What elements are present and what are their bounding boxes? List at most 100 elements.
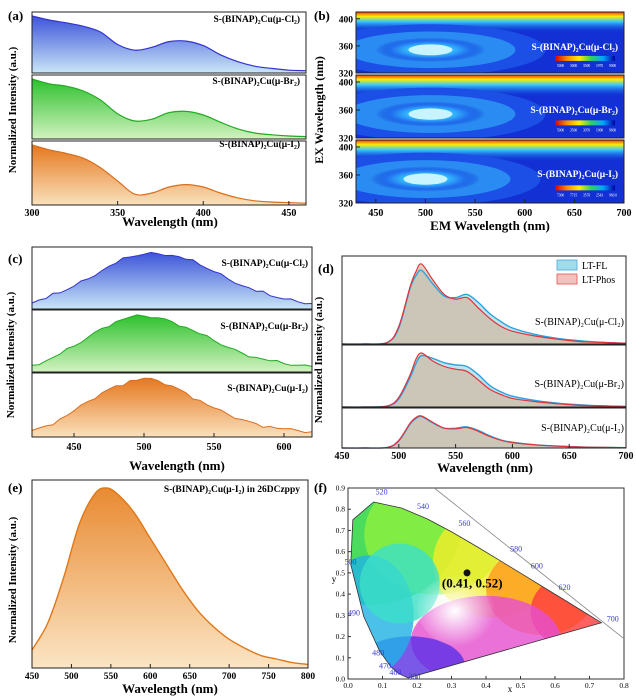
panel-b-colorbar-label-0-4: 9000 — [609, 64, 616, 68]
panel-e-ticklabel-500: 500 — [64, 672, 79, 682]
panel-f-locus-label-700: 700 — [607, 615, 619, 624]
panel-a-area-2 — [32, 145, 306, 205]
panel-b-legend-cl: S-(BINAP)₂Cu(μ-Cl₂) — [531, 42, 618, 53]
panel-f-locus-label-600: 600 — [531, 562, 543, 571]
panel-d-ticklabel-650: 650 — [562, 451, 577, 462]
panel-a-box-1 — [31, 74, 307, 140]
panel-a-ticklabel-450: 450 — [281, 208, 296, 219]
panel-c-box-1 — [31, 309, 313, 373]
panel-c-ticklabel-450: 450 — [67, 442, 82, 453]
panel-d-box-1 — [341, 344, 627, 408]
panel-f-spectral-locus — [350, 501, 603, 679]
panel-f-white-point-glow — [416, 566, 507, 647]
panel-f-yticklabel-9: 0.9 — [336, 484, 346, 493]
panel-b-yticklabel-2-320: 320 — [339, 200, 354, 210]
panel-b-box-2 — [355, 139, 625, 204]
panel-f-yticklabel-0: 0.0 — [336, 675, 346, 684]
panel-b-colorbar-label-1-0: 5000 — [557, 128, 564, 132]
panel-b-ylabel: EX Wavelength (nm) — [312, 56, 326, 164]
panel-a-area-0 — [32, 16, 306, 73]
panel-d-ticklabel-450: 450 — [335, 451, 350, 462]
panel-d-phos-line-1 — [341, 352, 627, 408]
panel-b-maps — [355, 11, 625, 204]
panel-b-xticklabel-450: 450 — [368, 208, 383, 219]
panel-b-label: (b) — [314, 8, 330, 23]
panel-e-ticklabel-650: 650 — [183, 672, 198, 682]
panel-b-yticklabel-1-360: 360 — [339, 107, 354, 117]
legend-lt-fl: LT-FL — [582, 261, 607, 272]
panel-d-legend-cl: S-(BINAP)₂Cu(μ-Cl₂) — [535, 317, 624, 328]
panel-b-yticklabel-0-320: 320 — [339, 70, 354, 80]
panel-f-yticklabel-2: 0.2 — [336, 632, 346, 641]
panel-f-yticklabel-7: 0.7 — [336, 526, 346, 535]
panel-b-colorbar-1 — [555, 120, 615, 126]
panel-b-xticklabel-600: 600 — [517, 208, 532, 219]
panel-a: (a) S-(BINAP)₂Cu(μ-Cl₂) S-(BINAP)₂Cu(μ-B… — [7, 8, 307, 229]
panel-b-peak-1 — [408, 108, 453, 120]
panel-f-locus-label-470: 470 — [379, 661, 391, 670]
panel-f-diagonal-line — [434, 487, 625, 639]
panel-e-area — [32, 487, 308, 668]
panel-f-ylabel: y — [332, 574, 337, 584]
panel-b-xlabel: EM Wavelength (nm) — [430, 218, 550, 233]
panel-f-xticklabel-8: 0.8 — [619, 681, 629, 690]
panel-b-peak-2 — [403, 173, 448, 185]
panel-a-ticklabel-400: 400 — [196, 208, 211, 219]
panel-f-locus-label-620: 620 — [558, 583, 570, 592]
panel-a-area-1 — [32, 79, 306, 139]
panel-e-ticklabel-450: 450 — [25, 672, 40, 682]
panel-d-phos-line-2 — [341, 415, 627, 449]
panel-d-legend: LT-FL LT-Phos — [556, 259, 615, 286]
panel-b-colorbars: 5000 3000 3500 1970 9000 5000 3500 3970 1900 9600… — [555, 55, 617, 197]
panel-b-colorbar-2 — [555, 185, 615, 191]
panel-f-yticklabel-3: 0.3 — [336, 611, 346, 620]
panel-b-yticklabel-0-360: 360 — [339, 42, 354, 52]
panel-b-colorbar-label-0-0: 5000 — [557, 64, 564, 68]
panel-c-line-1 — [31, 314, 313, 367]
panel-c-area-1 — [32, 314, 312, 372]
panel-b-colorbar-label-2-1: 7715 — [570, 193, 577, 197]
panel-b-xticklabel-500: 500 — [418, 208, 433, 219]
panel-d-legend-i: S-(BINAP)₂Cu(μ-I₂) — [541, 423, 624, 434]
panel-d-phos-area-0 — [342, 263, 626, 345]
panel-d-traces — [341, 255, 627, 449]
panel-f-yticklabel-6: 0.6 — [336, 547, 346, 556]
panel-f-xlabel: x — [508, 684, 513, 694]
panel-d-ticklabel-600: 600 — [505, 451, 520, 462]
panel-f-locus-label-580: 580 — [510, 545, 522, 554]
panel-b-colorbar-label-1-2: 3970 — [583, 128, 590, 132]
panel-b-colorbar-label-1-1: 3500 — [570, 128, 577, 132]
panel-b-colorbar-label-0-3: 1970 — [596, 64, 603, 68]
panel-b-yticklabel-1-320: 320 — [339, 135, 354, 145]
panel-f-point-label: (0.41, 0.52) — [442, 576, 503, 591]
panel-c-box-0 — [31, 246, 313, 310]
panel-e-box — [31, 479, 309, 669]
panel-f-yticklabel-5: 0.5 — [336, 568, 346, 577]
panel-f-xticklabel-6: 0.6 — [550, 681, 560, 690]
panel-f-locus-label-560: 560 — [458, 519, 470, 528]
panel-f-yticklabel-1: 0.1 — [336, 653, 346, 662]
panel-c-ticklabel-550: 550 — [207, 442, 222, 453]
panel-d-box-0 — [341, 255, 627, 345]
panel-b-box-1 — [355, 74, 625, 139]
panel-d-ticklabel-550: 550 — [448, 451, 463, 462]
panel-b-xticklabel-700: 700 — [617, 208, 632, 219]
panel-a-line-0 — [31, 15, 307, 72]
panel-c-ylabel: Normalized Intensity (a.u.) — [5, 291, 17, 418]
panel-c-legend-i: S-(BINAP)₂Cu(μ-I₂) — [227, 383, 308, 394]
panel-c-traces — [31, 251, 313, 437]
panel-f-xticklabel-7: 0.7 — [585, 681, 595, 690]
panel-b-map-0 — [356, 12, 624, 73]
legend-lt-phos: LT-Phos — [582, 275, 615, 286]
panel-b-yticklabel-0-400: 400 — [339, 15, 354, 25]
panel-c-frame — [31, 246, 313, 438]
panel-f-xticklabel-1: 0.1 — [378, 681, 388, 690]
panel-b-map-2 — [356, 140, 624, 203]
panel-b-colorbar-label-0-1: 3000 — [570, 64, 577, 68]
panel-e-ticklabel-800: 800 — [301, 672, 316, 682]
panel-a-legend-i: S-(BINAP)₂Cu(μ-I₂) — [219, 139, 300, 150]
panel-e-ticklabel-600: 600 — [143, 672, 158, 682]
